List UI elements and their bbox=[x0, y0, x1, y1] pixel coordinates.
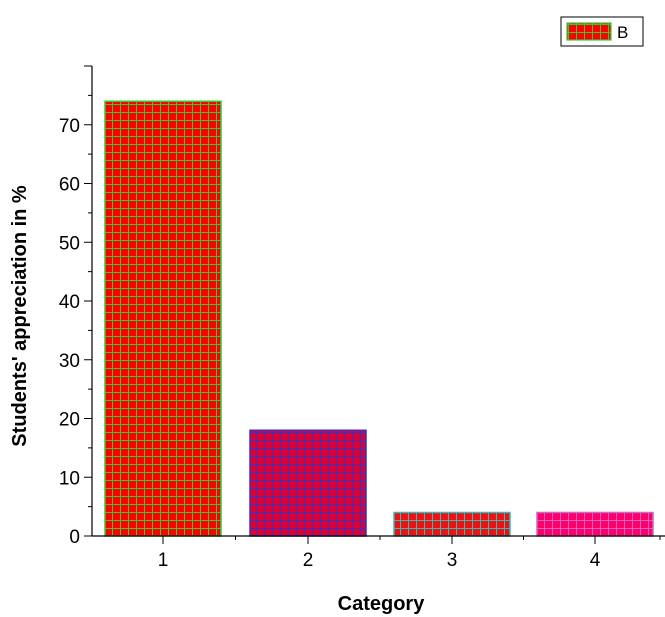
y-tick-label: 70 bbox=[59, 116, 80, 137]
bar-category-2 bbox=[249, 429, 367, 537]
y-tick-label: 10 bbox=[59, 468, 80, 489]
x-tick-label: 3 bbox=[447, 550, 458, 571]
bar-category-4 bbox=[536, 511, 654, 537]
y-tick-label: 50 bbox=[59, 233, 80, 254]
y-tick-label: 30 bbox=[59, 351, 80, 372]
y-axis-title: Students' appreciation in % bbox=[9, 185, 31, 447]
legend-label: B bbox=[617, 23, 628, 42]
bar-category-3 bbox=[393, 511, 511, 537]
legend: B bbox=[560, 16, 644, 47]
axes-group: 0 10 20 30 40 50 60 70 1 2 3 4 bbox=[59, 65, 665, 571]
x-tick-label: 2 bbox=[303, 550, 314, 571]
y-tick-label: 60 bbox=[59, 175, 80, 196]
legend-swatch bbox=[566, 22, 612, 41]
y-tick-label: 20 bbox=[59, 410, 80, 431]
x-tick-label: 4 bbox=[590, 550, 601, 571]
x-tick-label: 1 bbox=[158, 550, 169, 571]
y-tick-label: 40 bbox=[59, 292, 80, 313]
y-tick-label: 0 bbox=[69, 527, 80, 548]
x-axis-title: Category bbox=[338, 593, 426, 615]
bars-group bbox=[104, 100, 654, 537]
bar-category-1 bbox=[104, 100, 222, 537]
